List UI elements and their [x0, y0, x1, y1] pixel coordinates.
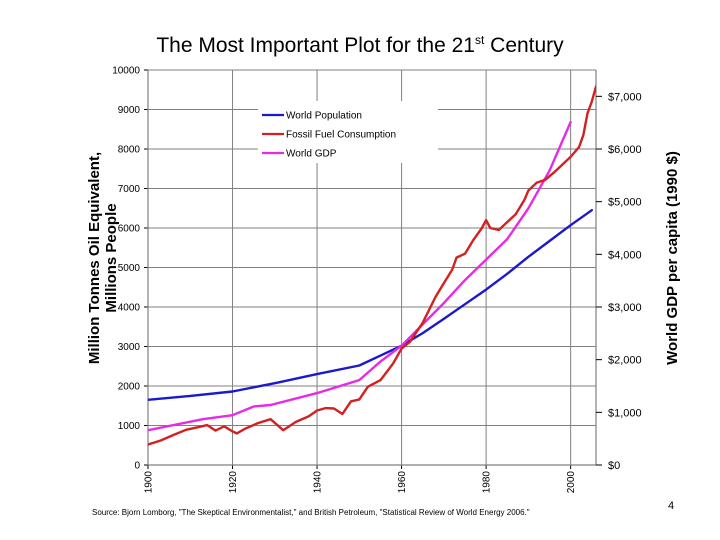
title-tail: Century	[484, 34, 564, 57]
y-left-tick-label: 8000	[118, 145, 141, 156]
legend-label: Fossil Fuel Consumption	[286, 130, 396, 141]
series-line-fossil-fuel-consumption	[148, 85, 596, 446]
title-superscript: st	[474, 33, 485, 47]
x-tick-label: 1920	[228, 471, 239, 494]
series-line-world-population	[148, 208, 593, 401]
y-left-tick-label: 4000	[118, 303, 141, 314]
y-left-tick-label: 3000	[118, 342, 141, 353]
y-right-tick-label: $5,000	[608, 197, 642, 209]
y-right-tick-label: $6,000	[608, 144, 642, 156]
x-tick-label: 2000	[566, 471, 577, 494]
series-line-world-gdp	[148, 120, 572, 432]
legend-label: World Population	[286, 111, 362, 122]
y-left-tick-label: 5000	[118, 263, 141, 274]
legend-label: World GDP	[286, 149, 337, 160]
y-left-tick-label: 2000	[118, 382, 141, 393]
legend-box	[258, 101, 438, 163]
y-left-tick-label: 1000	[118, 421, 141, 432]
y-right-tick-label: $0	[608, 460, 620, 472]
y-right-tick-label: $3,000	[608, 302, 642, 314]
y-left-tick-label: 9000	[118, 105, 141, 116]
title-main: The Most Important Plot for the 21	[156, 34, 475, 57]
x-tick-label: 1940	[313, 471, 324, 494]
page-number: 4	[668, 500, 675, 512]
y-right-tick-label: $7,000	[608, 91, 642, 103]
y-right-tick-label: $2,000	[608, 355, 642, 367]
y-left-tick-label: 7000	[118, 184, 141, 195]
y-right-tick-label: $4,000	[608, 249, 642, 261]
x-tick-label: 1900	[144, 471, 155, 494]
source-note: Source: Bjorn Lomborg, "The Skeptical En…	[92, 508, 530, 517]
x-tick-label: 1960	[397, 471, 408, 494]
x-tick-label: 1980	[482, 471, 493, 494]
y-right-tick-label: $1,000	[608, 407, 642, 419]
y-left-tick-label: 10000	[112, 66, 140, 77]
y-left-tick-label: 6000	[118, 224, 141, 235]
slide-title: The Most Important Plot for the 21st Cen…	[0, 33, 720, 58]
y-left-tick-label: 0	[134, 461, 140, 472]
